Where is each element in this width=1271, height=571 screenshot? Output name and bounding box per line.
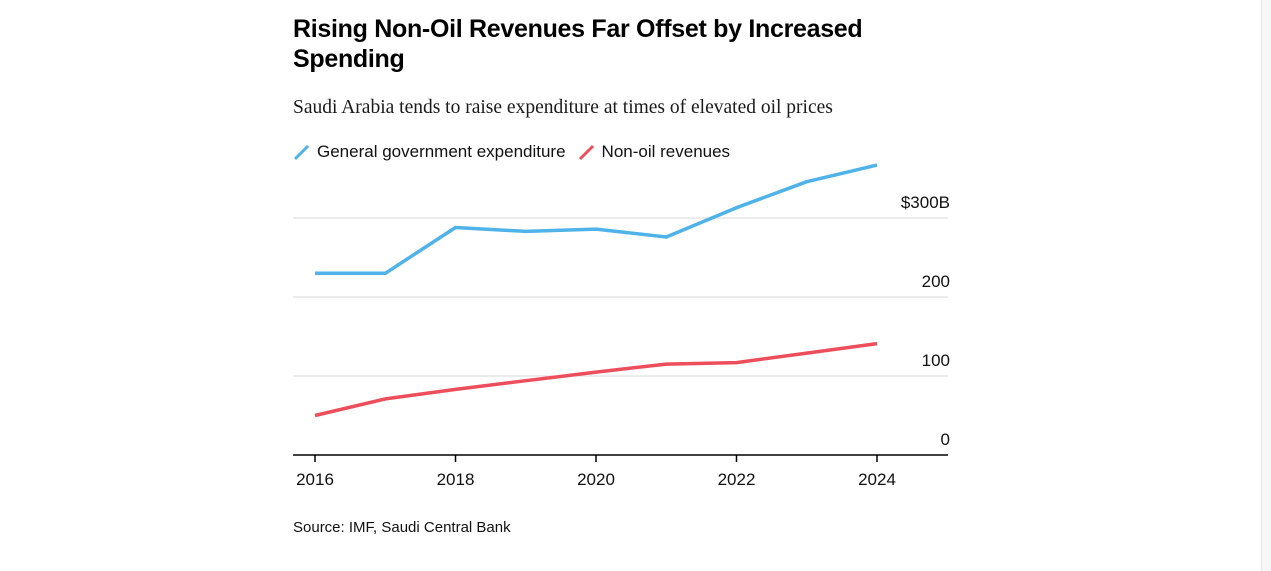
legend-label-non-oil-revenues: Non-oil revenues (601, 142, 731, 161)
data-point (313, 271, 317, 275)
data-point (875, 342, 879, 346)
data-point (313, 414, 317, 418)
series-line-expenditure (315, 163, 878, 276)
chart-subtitle: Saudi Arabia tends to raise expenditure … (293, 97, 833, 118)
data-point (383, 397, 387, 401)
data-point (805, 351, 809, 355)
data-point (383, 271, 387, 275)
chart-title: Rising Non-Oil Revenues Far Offset by In… (293, 15, 863, 73)
legend-item-expenditure: General government expenditure (293, 142, 566, 162)
gridlines (293, 217, 948, 377)
data-point (735, 206, 739, 210)
legend-line-icon-expenditure (293, 144, 310, 161)
data-point (524, 229, 528, 233)
axis-labels: 0 100 200 $300B 2016 2018 2020 2022 2024 (296, 193, 950, 489)
legend-item-non-oil-revenues: Non-oil revenues (578, 142, 731, 162)
data-point (524, 379, 528, 383)
x-tick-label: 2024 (858, 470, 896, 489)
data-point (875, 163, 879, 167)
data-point (594, 227, 598, 231)
data-point (735, 361, 739, 365)
y-tick-label: 0 (941, 430, 950, 449)
series-line-non-oil-revenues (314, 341, 878, 418)
chart-legend: General government expenditure Non-oil r… (293, 141, 742, 163)
data-point (454, 226, 458, 230)
x-tick-label: 2020 (577, 470, 615, 489)
data-point (664, 235, 668, 239)
x-tick-label: 2022 (718, 470, 756, 489)
data-point (664, 362, 668, 366)
source-note: Source: IMF, Saudi Central Bank (293, 519, 511, 536)
legend-line-icon-non-oil-revenues (578, 144, 594, 161)
scrollbar[interactable] (1261, 0, 1271, 571)
data-point (805, 180, 809, 184)
y-tick-label: 200 (922, 272, 950, 291)
x-tick-label: 2018 (437, 470, 475, 489)
data-point (594, 370, 598, 374)
x-axis (293, 454, 948, 462)
y-tick-label: $300B (901, 193, 950, 212)
x-tick-label: 2016 (296, 470, 334, 489)
data-point (454, 387, 458, 391)
series-lines (313, 163, 879, 418)
legend-label-expenditure: General government expenditure (317, 142, 566, 161)
y-tick-label: 100 (922, 351, 950, 370)
